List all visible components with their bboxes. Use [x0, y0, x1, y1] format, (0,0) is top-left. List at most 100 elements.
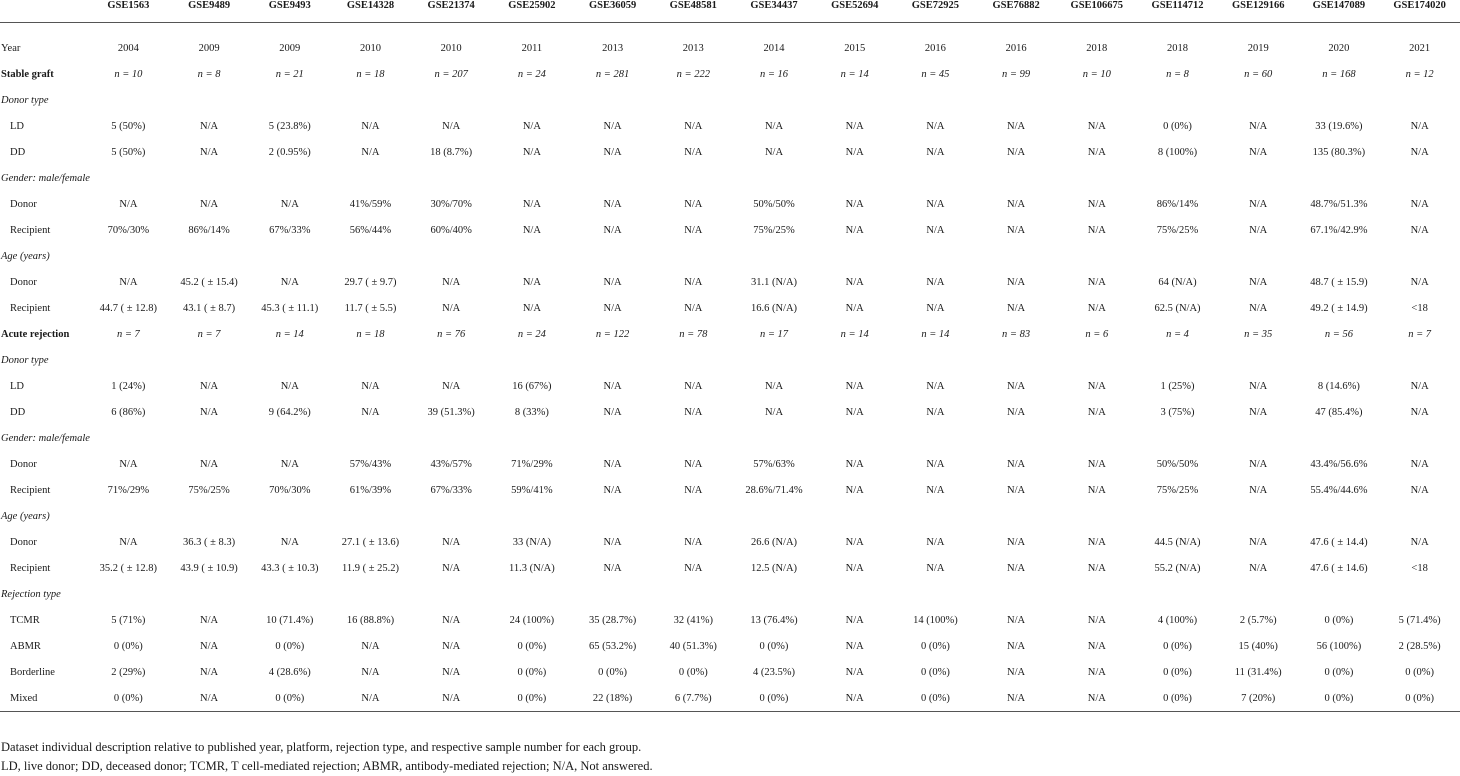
table-cell: [1137, 503, 1218, 529]
table-cell: [572, 581, 653, 607]
table-cell: N/A: [684, 406, 703, 418]
table-cell: N/A: [1087, 484, 1106, 496]
table-cell: N/A: [1087, 640, 1106, 652]
table-cell: N/A: [119, 198, 138, 210]
table-cell: N/A: [361, 146, 380, 158]
table-cell: [411, 165, 492, 191]
table-cell: 31.1 (N/A): [750, 276, 798, 288]
table-cell: n = 76: [437, 328, 466, 340]
table-cell: 70%/30%: [107, 224, 150, 236]
row-label: TCMR: [10, 614, 40, 626]
table-cell: [734, 87, 815, 113]
row-label: Donor: [10, 198, 37, 210]
table-cell: [572, 503, 653, 529]
header-row: GSE1563 GSE9489 GSE9493 GSE14328 GSE21374 GSE…: [0, 0, 1460, 23]
table-cell: [1218, 503, 1299, 529]
table-cell: [1379, 581, 1460, 607]
table-cell: N/A: [764, 120, 784, 132]
table-cell: 12.5 (N/A): [750, 562, 798, 574]
table-cell: [653, 503, 734, 529]
table-cell: 2015: [844, 42, 866, 54]
table-cell: 70%/30%: [269, 484, 311, 496]
table-cell: 57%/63%: [753, 458, 795, 470]
row-label: Recipient: [10, 562, 51, 574]
table-cell: n = 18: [356, 328, 385, 340]
table-cell: N/A: [1249, 562, 1268, 574]
table-cell: N/A: [522, 276, 541, 288]
table-cell: N/A: [280, 380, 299, 392]
table-cell: N/A: [1249, 120, 1268, 132]
footnote-description: Dataset individual description relative …: [1, 740, 642, 754]
table-row: Recipient 70%/30% 86%/14% 67%/33% 56%/44% 60%…: [0, 217, 1460, 243]
table-cell: N/A: [1087, 120, 1106, 132]
table-cell: [1379, 503, 1460, 529]
header-cell-gse1563: GSE1563: [88, 0, 169, 23]
table-cell: [976, 581, 1057, 607]
table-cell: N/A: [200, 458, 219, 470]
table-cell: N/A: [845, 562, 864, 574]
row-label: ABMR: [10, 640, 41, 652]
table-cell: N/A: [603, 406, 622, 418]
table-cell: [249, 87, 330, 113]
table-footnotes: Dataset individual description relative …: [1, 738, 653, 776]
row-label: Year: [1, 42, 21, 54]
table-row: Recipient 35.2 ( ± 12.8) 43.9 ( ± 10.9) 43.…: [0, 555, 1460, 581]
table-cell: 41%/59%: [349, 198, 392, 210]
table-cell: 26.6 (N/A): [750, 536, 798, 548]
table-cell: [88, 347, 169, 373]
table-cell: [492, 503, 573, 529]
table-cell: [653, 87, 734, 113]
table-cell: N/A: [603, 198, 622, 210]
header-cell-gse52694: GSE52694: [814, 0, 896, 23]
group-heading-row: Age (years): [0, 503, 1460, 529]
table-cell: N/A: [845, 484, 864, 496]
table-cell: 48.7 ( ± 15.9): [1310, 276, 1368, 288]
row-label: Age (years): [1, 250, 50, 262]
table-cell: n = 7: [116, 328, 140, 340]
table-cell: N/A: [1007, 276, 1026, 288]
table-cell: [249, 503, 330, 529]
table-cell: n = 12: [1405, 68, 1434, 80]
table-cell: n = 99: [1002, 68, 1031, 80]
table-cell: N/A: [1249, 224, 1268, 236]
table-cell: 62.5 (N/A): [1154, 302, 1201, 314]
table-cell: N/A: [280, 198, 299, 210]
table-cell: 43.4%/56.6%: [1310, 458, 1368, 470]
table-cell: 0 (0%): [1163, 666, 1192, 678]
table-cell: N/A: [926, 276, 945, 288]
table-cell: [895, 165, 976, 191]
table-cell: [814, 425, 895, 451]
table-cell: [169, 425, 250, 451]
table-cell: n = 8: [197, 68, 221, 80]
table-cell: n = 6: [1085, 328, 1109, 340]
table-cell: [653, 581, 734, 607]
header-cell-gse76882: GSE76882: [975, 0, 1057, 23]
table-cell: n = 18: [356, 68, 385, 80]
table-cell: N/A: [684, 224, 703, 236]
table-cell: N/A: [1087, 380, 1106, 392]
table-cell: <18: [1411, 302, 1428, 314]
table-cell: [1056, 425, 1137, 451]
header-cell-gse106675: GSE106675: [1056, 0, 1138, 23]
table-cell: [411, 347, 492, 373]
table-row: Donor N/A 45.2 ( ± 15.4) N/A 29.7 ( ± 9.7) N/…: [0, 269, 1460, 295]
table-cell: <18: [1411, 562, 1428, 574]
table-cell: 11.7 ( ± 5.5): [344, 302, 397, 314]
table-cell: N/A: [200, 198, 219, 210]
row-label: LD: [10, 380, 24, 392]
table-cell: N/A: [845, 276, 864, 288]
table-body: Year 2004 2009 2009 2010 2010 2011 2013 2013 2014…: [0, 23, 1460, 712]
table-cell: 0 (0%): [88, 685, 169, 712]
header-cell-gse14328: GSE14328: [330, 0, 411, 23]
table-cell: 0 (0%): [1379, 685, 1460, 712]
table-cell: N/A: [603, 380, 622, 392]
table-cell: N/A: [1087, 302, 1106, 314]
table-cell: [572, 165, 653, 191]
group-heading-row: Gender: male/female: [0, 165, 1460, 191]
table-cell: N/A: [1007, 536, 1026, 548]
table-cell: 5 (50%): [111, 120, 146, 132]
table-cell: 4 (23.5%): [752, 666, 795, 678]
table-cell: N/A: [926, 198, 945, 210]
table-cell: N/A: [926, 120, 945, 132]
